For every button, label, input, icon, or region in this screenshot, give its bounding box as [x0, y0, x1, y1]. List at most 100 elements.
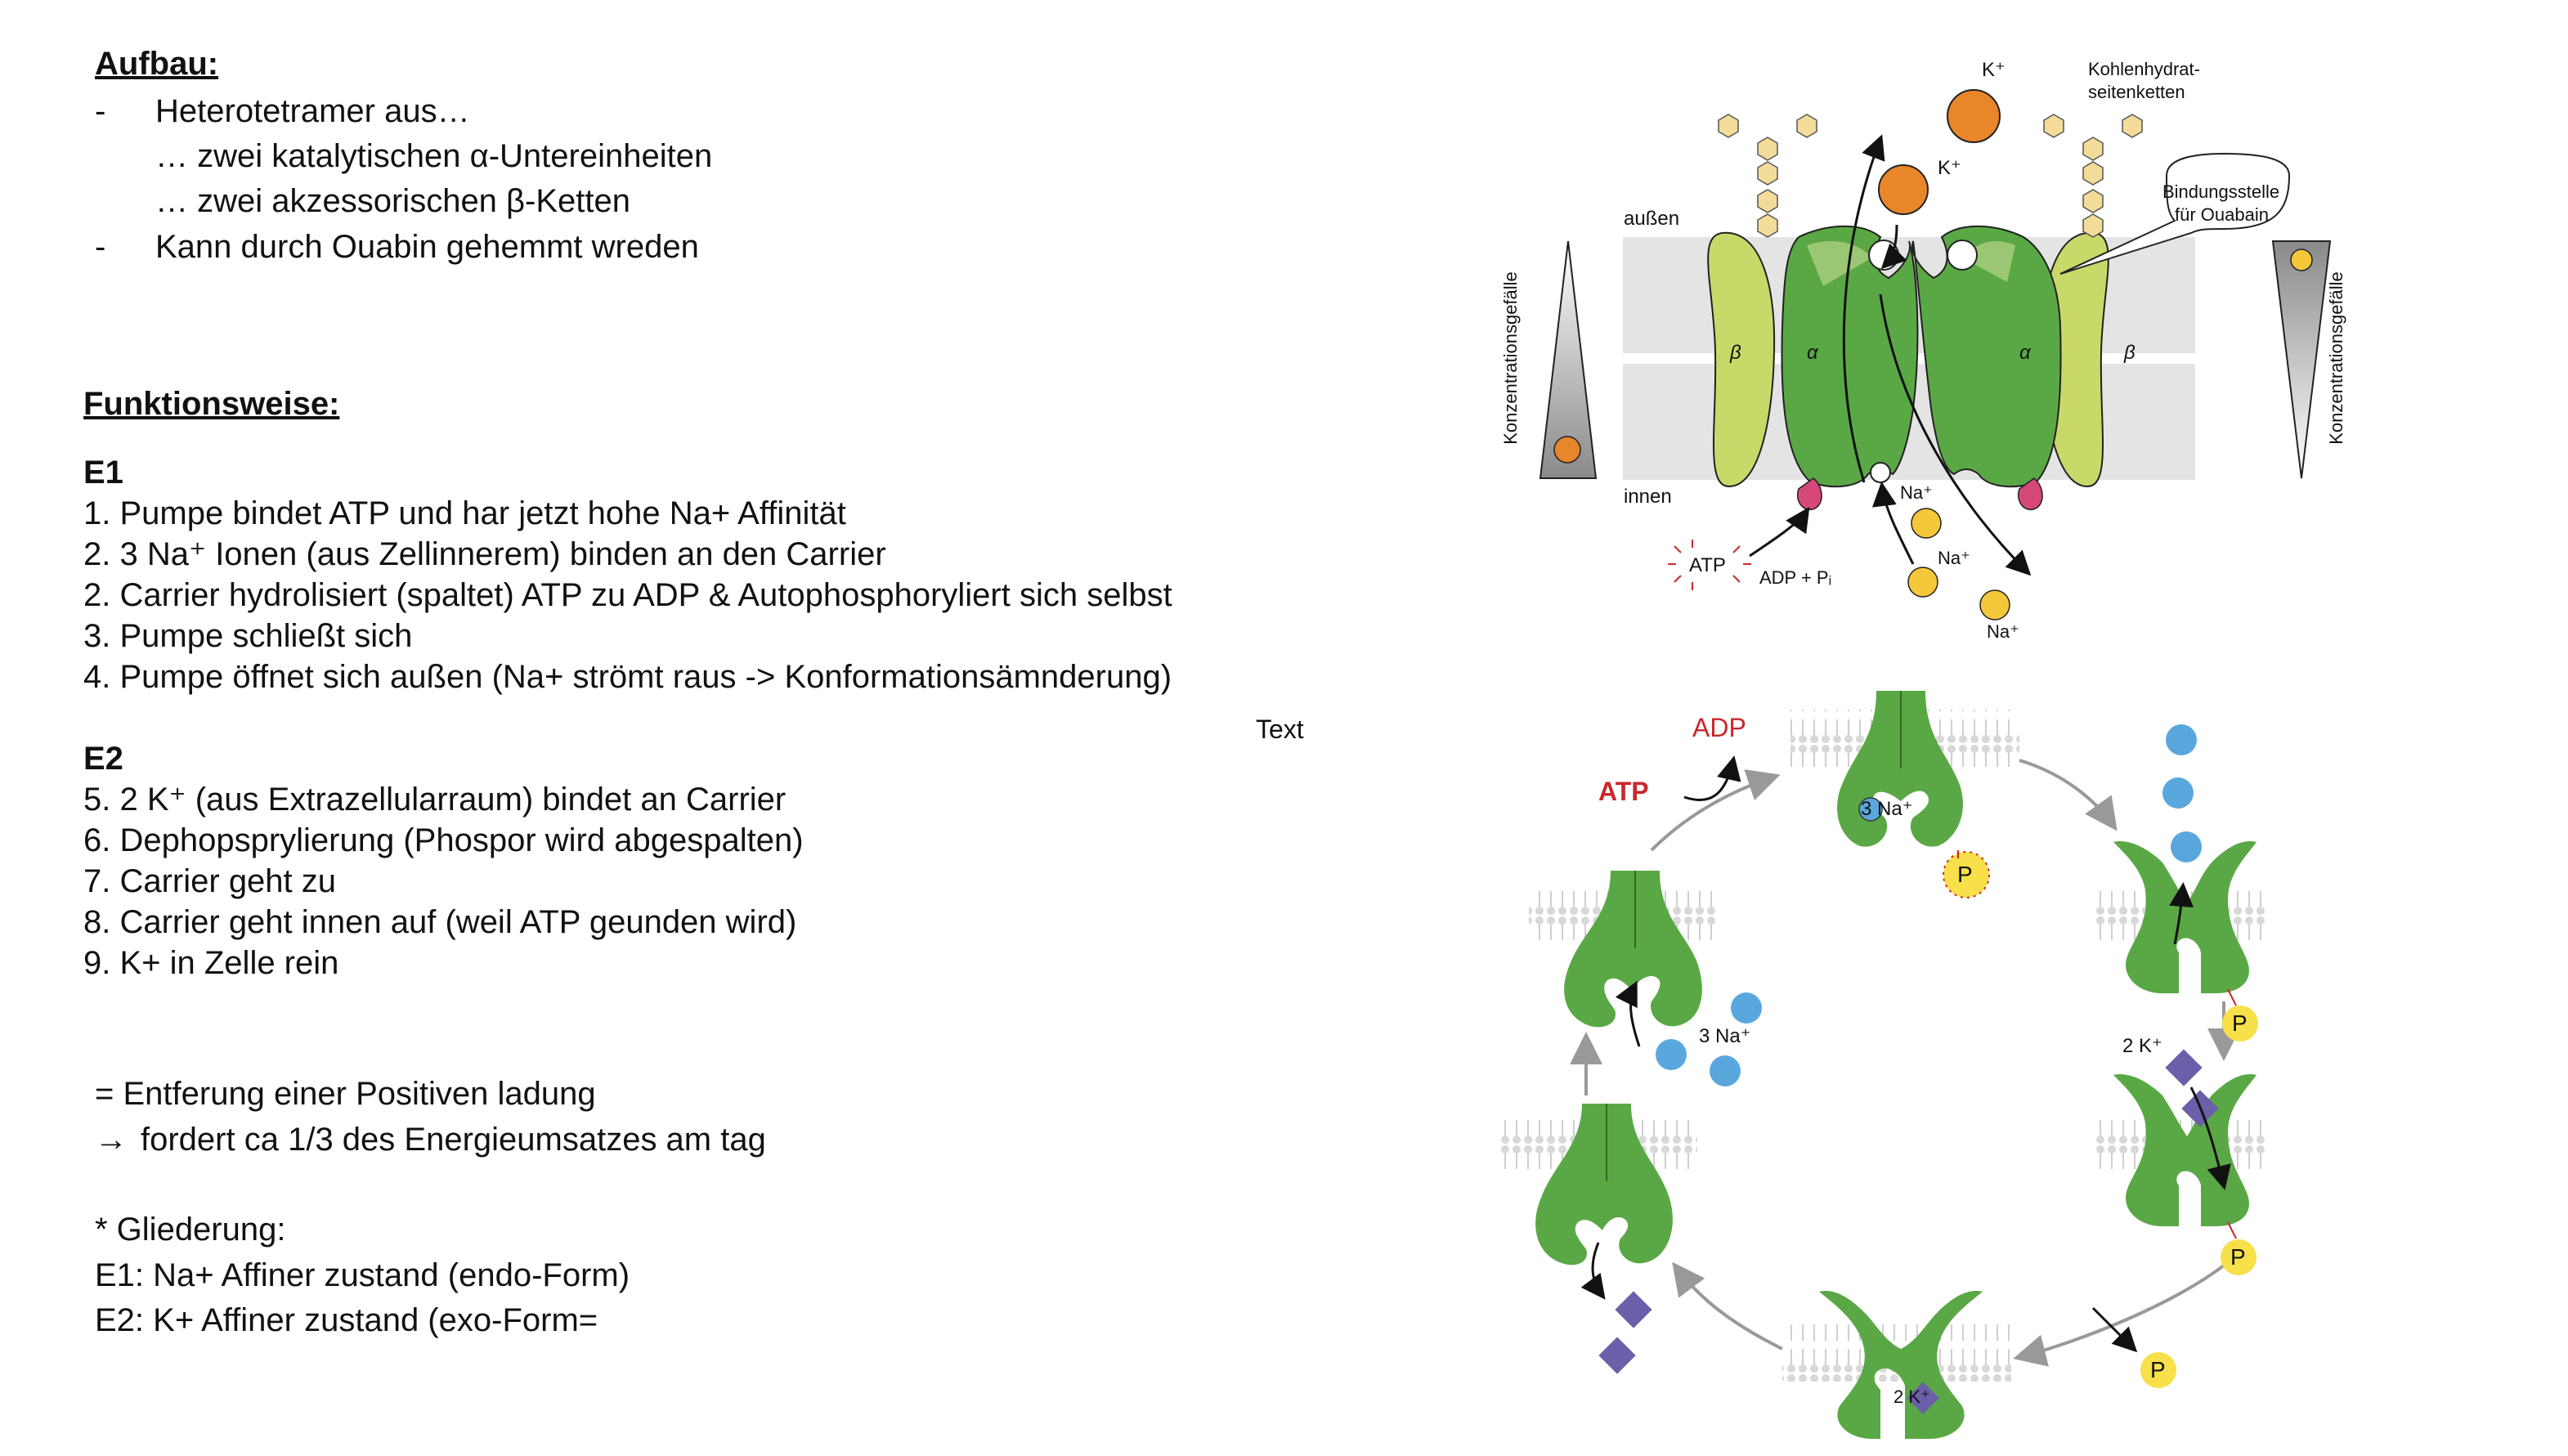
atp-arrow — [1749, 507, 1810, 558]
e2-step: 6. Dephopsprylierung (Phospor wird abges… — [83, 822, 804, 858]
summary-line-1: = Entferung einer Positiven ladung — [95, 1076, 596, 1112]
label-alpha-right: α — [2019, 342, 2031, 364]
k-ion — [1598, 1337, 1636, 1374]
aufbau-heading: Aufbau: — [95, 46, 219, 82]
label-konzentrationsgefaelle-right: Konzentrationsgefälle — [2325, 271, 2346, 445]
aufbau-dash-2: - — [95, 229, 106, 265]
e2-step: 7. Carrier geht zu — [83, 863, 337, 899]
phosphate-icon — [2222, 1006, 2258, 1042]
phosphorylation-site-left — [1797, 477, 1822, 511]
label-atp-top: ATP — [1689, 554, 1726, 576]
label-na-plus: Na⁺ — [1900, 482, 1933, 503]
pump-state-lower-left — [1535, 1104, 1673, 1266]
label-atp: ATP — [1598, 777, 1649, 806]
aufbau-line-1: Heterotetramer aus… — [155, 93, 470, 129]
cycle-arrow — [2013, 1241, 2250, 1367]
na-ion — [1979, 589, 2010, 620]
label-na-plus: Na⁺ — [1938, 548, 1970, 568]
alpha-subunit-right — [1911, 225, 2062, 488]
label-fuer-ouabain: für Ouabain — [2175, 204, 2269, 225]
label-aussen: außen — [1624, 208, 1680, 230]
k-binding-arrow — [2189, 1086, 2231, 1190]
e1-step: 1. Pumpe bindet ATP und har jetzt hohe N… — [83, 495, 846, 531]
e2-heading: E2 — [83, 741, 123, 777]
binding-pocket-inner — [1870, 462, 1891, 483]
e1-heading: E1 — [83, 455, 123, 491]
gliederung-heading: * Gliederung: — [95, 1212, 286, 1248]
label-k-plus-mid: K⁺ — [1938, 157, 1961, 179]
label-na-plus: Na⁺ — [1987, 621, 2019, 642]
label-2-k-plus: 2 K⁺ — [2122, 1035, 2162, 1057]
pump-state-upper-left — [1564, 871, 1702, 1028]
phosphate-link — [2227, 988, 2237, 1006]
label-3-na-plus: 3 Na⁺ — [1861, 798, 1913, 820]
ouabain-callout — [2059, 152, 2291, 275]
label-adp-pi: ADP + Pᵢ — [1759, 567, 1832, 588]
k-release-arrow — [1580, 1242, 1606, 1300]
e1-step: 2. Carrier hydrolisiert (spaltet) ATP zu… — [83, 577, 1172, 613]
label-adp: ADP — [1692, 713, 1746, 742]
phosphate-icon — [1948, 857, 1984, 893]
k-ion-large — [1947, 89, 2001, 143]
aufbau-line-2: … zwei katalytischen α-Untereinheiten — [155, 138, 713, 174]
e2-step: 8. Carrier geht innen auf (weil ATP geun… — [83, 904, 797, 940]
carbohydrate-chain-right — [2043, 114, 2143, 238]
na-ion — [1656, 1039, 1687, 1070]
label-k-plus-top: K⁺ — [1982, 59, 2006, 81]
na-ion — [2162, 777, 2194, 809]
aufbau-line-4: Kann durch Ouabin gehemmt wreden — [155, 229, 699, 265]
atp-to-adp-arrow — [1683, 755, 1741, 801]
aufbau-dash-1: - — [95, 93, 106, 129]
gliederung-e2: E2: K+ Affiner zustand (exo-Form= — [95, 1302, 598, 1338]
summary-arrow: → — [95, 1122, 128, 1158]
na-ion — [1858, 797, 1883, 822]
label-innen: innen — [1624, 486, 1672, 508]
pump-cycle-diagram — [1501, 691, 2265, 1439]
binding-pocket-right — [1947, 240, 1978, 271]
cycle-arrow — [1672, 1261, 1783, 1351]
pump-state-bottom — [1819, 1291, 1983, 1439]
aufbau-line-3: … zwei akzessorischen β-Ketten — [155, 183, 631, 219]
e1-step: 2. 3 Na⁺ Ionen (aus Zellinnerem) binden … — [83, 536, 886, 572]
label-beta-left: β — [1730, 342, 1741, 364]
e2-step: 9. K+ in Zelle rein — [83, 945, 339, 981]
alpha-highlight-left — [1807, 241, 1872, 286]
label-bindungsstelle: Bindungsstelle — [2162, 181, 2280, 202]
k-ion-entering — [1878, 164, 1929, 215]
label-p: P — [1957, 862, 1973, 887]
phosphate-link — [2227, 1221, 2237, 1239]
phosphorylation-site-right — [2018, 477, 2043, 511]
gradient-triangle-right — [2271, 240, 2332, 479]
label-p: P — [2150, 1357, 2166, 1382]
cycle-arrow — [1650, 769, 1781, 852]
k-ion — [1907, 1382, 1939, 1414]
beta-subunit-left — [1707, 231, 1776, 488]
phosphate-icon — [2140, 1352, 2176, 1388]
label-alpha-left: α — [1807, 342, 1818, 364]
funktion-heading: Funktionsweise: — [83, 386, 340, 422]
label-beta-right: β — [2124, 342, 2136, 364]
summary-line-2: fordert ca 1/3 des Energieumsatzes am ta… — [141, 1122, 766, 1158]
label-p: P — [2230, 1244, 2246, 1270]
label-konzentrationsgefaelle-left: Konzentrationsgefälle — [1499, 271, 1521, 445]
na-ion — [1911, 508, 1942, 539]
k-ion — [1615, 1291, 1652, 1328]
label-3-na-plus: 3 Na⁺ — [1699, 1025, 1751, 1047]
phosphate-release-arrow — [2091, 1306, 2138, 1353]
na-ion — [1731, 992, 1762, 1024]
e1-step: 3. Pumpe schließt sich — [83, 618, 413, 654]
gradient-triangle-left — [1539, 240, 1598, 479]
e1-step: 4. Pumpe öffnet sich außen (Na+ strömt r… — [83, 659, 1172, 695]
label-kohlenhydrat: Kohlenhydrat- — [2088, 59, 2200, 79]
k-ion — [2165, 1049, 2203, 1086]
phosphate-icon — [2221, 1239, 2257, 1275]
na-ion — [2171, 831, 2202, 862]
label-seitenketten: seitenketten — [2088, 82, 2185, 102]
na-ion — [2166, 724, 2197, 755]
k-transport-arrow — [1842, 134, 1885, 483]
text-placeholder-label: Text — [1256, 715, 1304, 744]
cycle-arrow — [2019, 759, 2118, 831]
na-export-arrow — [1879, 293, 2032, 576]
label-2-k-plus: 2 K⁺ — [1894, 1387, 1930, 1407]
gliederung-e1: E1: Na+ Affiner zustand (endo-Form) — [95, 1257, 630, 1293]
